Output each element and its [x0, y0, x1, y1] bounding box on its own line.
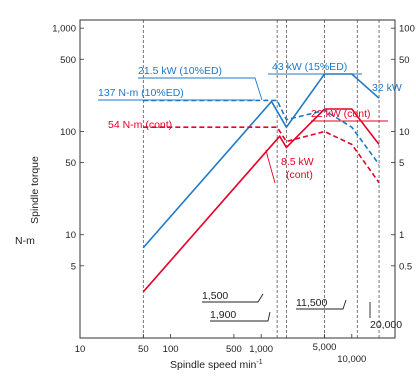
annotation-leader-0	[138, 77, 263, 101]
annotation-a5: 22 kW (cont)	[311, 108, 371, 120]
y-axis-unit: N-m	[15, 235, 35, 247]
y2-tick-label-1: 50	[399, 55, 410, 66]
annotation-a7: 8.5 kW	[281, 156, 314, 168]
annotation-a1: 21.5 kW (10%ED)	[138, 65, 222, 77]
y-tick-label-0: 5	[71, 261, 76, 272]
annotation-a2: 137 N-m (10%ED)	[98, 87, 184, 99]
x-tick-label-4: 1,000	[249, 344, 273, 355]
x-axis-title-sup: -1	[256, 359, 262, 366]
x-tick-label-0: 10	[75, 344, 86, 355]
y2-tick-label-3: 5	[399, 158, 404, 169]
annotation-s4: 20,000	[370, 319, 402, 331]
annotation-a8: (cont)	[286, 169, 313, 181]
x-axis-title-main: Spindle speed min	[170, 359, 257, 371]
series-group	[142, 73, 380, 293]
plot-frame	[79, 19, 396, 339]
x-tick-label-2: 100	[163, 344, 179, 355]
y2-tick-label-4: 1	[399, 230, 404, 241]
x-tick-label-6: 10,000	[337, 354, 366, 365]
annotation-leader-7	[296, 299, 347, 310]
series-line-0	[142, 73, 380, 249]
y-tick-label-4: 500	[60, 55, 76, 66]
y2-tick-label-0: 100	[399, 24, 415, 35]
y-tick-label-1: 10	[65, 230, 76, 241]
annotation-leader-4	[265, 149, 276, 184]
annotations: 21.5 kW (10%ED) 137 N-m (10%ED) 43 kW (15%…	[98, 61, 402, 331]
series-line-3	[143, 126, 380, 184]
annotation-a4: 32 kW	[372, 82, 402, 94]
y-tick-label-3: 100	[60, 127, 76, 138]
annotation-a6: 54 N-m (cont)	[108, 119, 172, 131]
annotation-leader-6	[210, 311, 271, 322]
y-tick-label-5: 1,000	[52, 24, 76, 35]
x-tick-label-5: 5,000	[313, 342, 337, 353]
annotation-s2: 1,900	[210, 309, 236, 321]
guide-lines	[142, 20, 380, 338]
annotation-s1: 1,500	[202, 290, 228, 302]
x-tick-label-3: 500	[226, 344, 242, 355]
annotation-s3: 11,500	[296, 297, 327, 309]
y2-tick-label-2: 10	[399, 127, 410, 138]
y-tick-label-2: 50	[65, 158, 76, 169]
annotation-leader-5	[202, 293, 264, 303]
y-axis-title: Spindle torque	[29, 156, 41, 224]
series-line-1	[143, 99, 380, 165]
axis-titles: Spindle torque N-m Spindle speed min-1	[15, 156, 263, 371]
x-axis-title: Spindle speed min-1	[170, 359, 263, 371]
annotation-a3: 43 kW (15%ED)	[272, 61, 347, 73]
series-line-2	[142, 108, 380, 293]
x-tick-label-1: 50	[138, 344, 149, 355]
y2-tick-label-5: 0.5	[399, 261, 412, 272]
